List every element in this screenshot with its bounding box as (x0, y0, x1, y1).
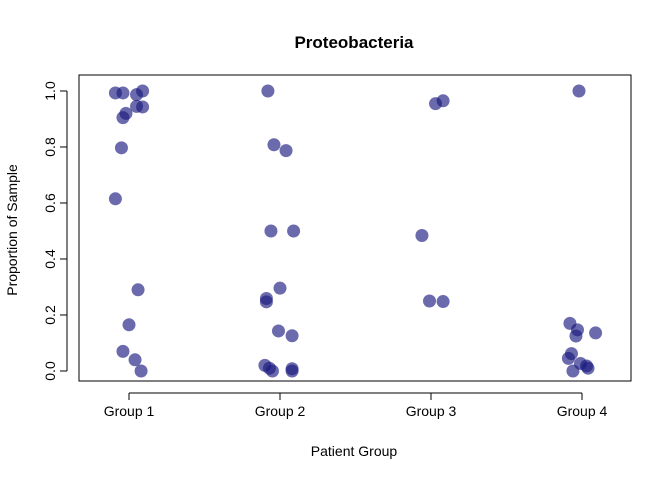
data-point (261, 84, 275, 98)
y-tick-label: 0.0 (42, 361, 58, 381)
x-tick-label: Group 3 (406, 403, 457, 419)
data-point (436, 295, 450, 309)
data-point (116, 111, 130, 125)
data-points (108, 84, 603, 378)
x-axis-label: Patient Group (311, 443, 398, 459)
data-point (116, 86, 130, 100)
data-point (265, 364, 279, 378)
data-point (114, 141, 128, 155)
data-point (108, 192, 122, 206)
data-point (589, 326, 603, 340)
data-point (285, 329, 299, 343)
y-tick-label: 0.6 (42, 193, 58, 213)
data-point (569, 329, 583, 343)
data-point (128, 353, 142, 367)
y-tick-label: 1.0 (42, 81, 58, 101)
plot-frame (78, 74, 632, 382)
y-axis-label: Proportion of Sample (4, 164, 20, 296)
data-point (134, 364, 148, 378)
data-point (581, 361, 595, 375)
y-axis: 0.0 0.2 0.4 0.6 0.8 1.0 (42, 81, 68, 381)
data-point (271, 324, 285, 338)
data-point (415, 228, 429, 242)
data-point (267, 138, 281, 152)
data-point (131, 283, 145, 297)
data-point (285, 364, 299, 378)
x-tick-label: Group 2 (255, 403, 306, 419)
x-tick-label: Group 1 (104, 403, 155, 419)
data-point (116, 344, 130, 358)
y-tick-label: 0.8 (42, 137, 58, 157)
data-point (436, 94, 450, 108)
data-point (122, 318, 136, 332)
x-tick-label: Group 4 (557, 403, 608, 419)
data-point (136, 100, 150, 114)
data-point (561, 351, 575, 365)
data-point (572, 84, 586, 98)
data-point (136, 84, 150, 98)
x-axis: Group 1 Group 2 Group 3 Group 4 (104, 392, 608, 419)
y-tick-label: 0.4 (42, 249, 58, 269)
y-tick-label: 0.2 (42, 305, 58, 325)
data-point (279, 144, 293, 158)
data-point (566, 364, 580, 378)
chart-title: Proteobacteria (294, 33, 414, 52)
data-point (287, 224, 301, 238)
data-point (259, 295, 273, 309)
data-point (273, 281, 287, 295)
data-point (264, 224, 278, 238)
data-point (422, 294, 436, 308)
